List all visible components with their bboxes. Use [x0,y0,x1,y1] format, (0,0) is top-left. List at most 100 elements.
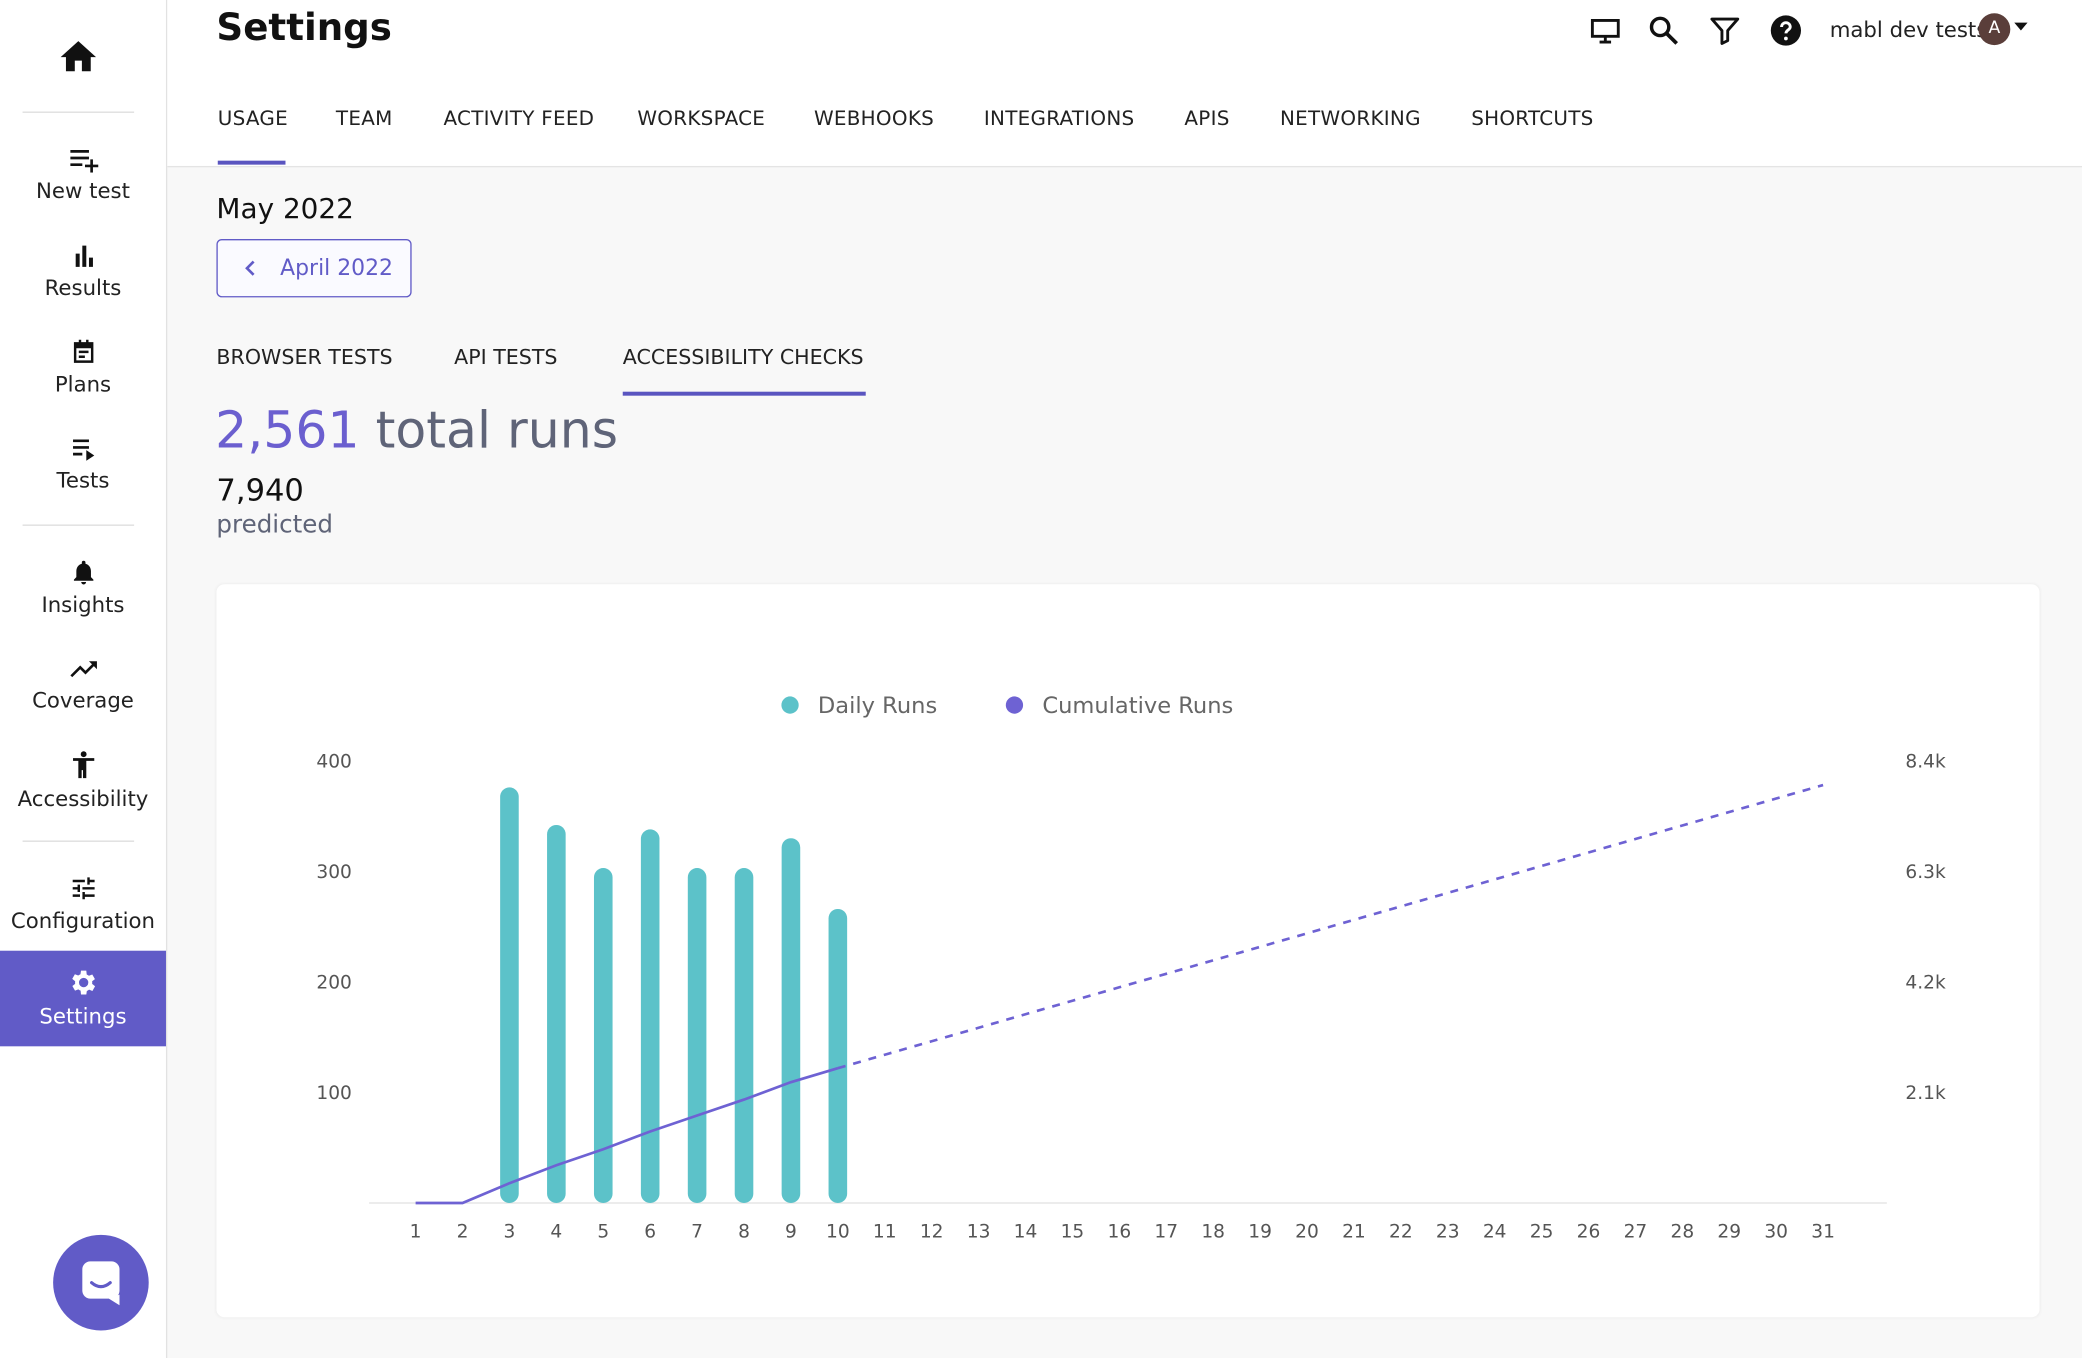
x-tick-label: 6 [644,1222,656,1243]
nav-item[interactable]: Accessibility [0,749,166,811]
x-tick-label: 11 [873,1222,897,1243]
nav-label: Accessibility [17,786,149,812]
x-tick-label: 27 [1624,1222,1648,1243]
separator [22,840,135,842]
tab-indicator [217,160,286,165]
nav-item[interactable]: Plans [0,337,166,397]
filter-icon[interactable] [1708,13,1743,48]
account-name[interactable]: mabl dev tests [1829,17,1988,43]
nav-item[interactable]: Coverage [0,656,166,713]
nav-item[interactable]: Configuration [0,874,166,934]
legend-marker [1005,696,1024,714]
x-tick-label: 26 [1577,1222,1601,1243]
nav-label: Settings [39,1003,127,1030]
chart-card: 100 200 300 400 2.1k 4.2k 6.3k 8.4k 1 2 3 4 5 6 7 8 9 10 1… [216,584,2040,1318]
x-tick-label: 18 [1201,1222,1225,1243]
legend-marker [781,696,799,714]
nav-label: New test [36,177,130,204]
subtab-indicator [622,391,866,396]
monitor-icon[interactable] [1588,13,1623,48]
tab[interactable]: WORKSPACE [637,106,766,131]
nav-label: Plans [54,371,112,398]
total-label: total runs [375,400,619,460]
nav-item[interactable]: Tests [0,436,166,493]
y-tick-label: 300 [316,862,351,883]
tab[interactable]: TEAM [335,106,393,131]
y-tick-label: 200 [316,973,351,994]
y2-tick-label: 8.4k [1905,751,1946,772]
x-tick-label: 25 [1530,1222,1554,1243]
x-tick-label: 29 [1717,1222,1741,1243]
chat-button[interactable] [53,1234,149,1331]
x-tick-label: 21 [1342,1222,1366,1243]
nav-item[interactable]: Insights [0,558,166,617]
x-tick-label: 4 [550,1222,562,1243]
dropdown-caret[interactable] [2013,21,2029,32]
x-tick-label: 9 [785,1222,797,1243]
home-icon[interactable] [56,36,101,78]
bar [500,787,519,1203]
legend-label: Cumulative Runs [1042,693,1233,719]
x-tick-label: 31 [1811,1222,1835,1243]
y2-tick-label: 4.2k [1905,973,1946,994]
x-tick-label: 10 [826,1222,850,1243]
predicted-label: predicted [216,511,333,540]
x-tick-label: 28 [1671,1222,1695,1243]
x-tick-label: 14 [1014,1222,1038,1243]
nav-item[interactable]: New test [0,146,166,203]
search-icon[interactable] [1646,13,1681,48]
bar [828,908,848,1203]
tab[interactable]: WEBHOOKS [813,106,935,131]
bar [593,868,613,1203]
x-tick-label: 17 [1154,1222,1178,1243]
y2-tick-label: 2.1k [1905,1083,1946,1104]
total-runs: 2,561 total runs [215,401,618,459]
x-tick-label: 23 [1436,1222,1460,1243]
separator [22,111,135,113]
x-tick-label: 3 [504,1222,516,1243]
predicted-line [837,783,1824,1070]
x-tick-label: 20 [1295,1222,1319,1243]
nav-label: Results [44,274,122,301]
y2-tick-label: 6.3k [1905,862,1946,883]
x-tick-label: 13 [967,1222,991,1243]
nav-label: Coverage [32,687,134,714]
bar [781,838,801,1203]
help-icon[interactable] [1769,13,1804,48]
tab[interactable]: ACTIVITY FEED [443,106,595,131]
nav-label: Configuration [10,908,156,934]
nav-label: Tests [56,467,110,493]
tab[interactable]: NETWORKING [1280,106,1421,131]
button-label: April 2022 [280,254,393,281]
x-tick-label: 1 [410,1222,422,1243]
x-tick-label: 19 [1248,1222,1272,1243]
y-tick-label: 400 [316,751,351,772]
bar [547,824,566,1203]
x-tick-label: 2 [457,1222,469,1243]
sidebar: New test Results Plans Tests Insights Co… [0,0,168,1358]
predicted-value: 7,940 [216,474,304,509]
bar [640,829,660,1203]
page-title: Settings [216,5,392,50]
avatar[interactable]: A [1978,13,2011,46]
top-bar: Settings mabl dev tests A USAGE TEAM ACT… [167,0,2082,168]
tab[interactable]: INTEGRATIONS [983,106,1135,131]
x-tick-label: 16 [1108,1222,1132,1243]
tab[interactable]: USAGE [217,106,288,131]
x-tick-label: 15 [1061,1222,1085,1243]
nav-item-active[interactable]: Settings [0,950,166,1047]
tab[interactable]: SHORTCUTS [1471,106,1594,131]
subtab[interactable]: BROWSER TESTS [216,345,393,370]
tab[interactable]: APIS [1184,106,1230,131]
bar [687,868,707,1203]
nav-item[interactable]: Results [0,243,166,300]
subtab[interactable]: ACCESSIBILITY CHECKS [622,345,864,370]
legend-label: Daily Runs [818,693,937,719]
subtab[interactable]: API TESTS [454,345,558,370]
x-tick-label: 7 [691,1222,703,1243]
previous-month-button[interactable]: April 2022 [216,239,412,298]
x-tick-label: 5 [597,1222,609,1243]
